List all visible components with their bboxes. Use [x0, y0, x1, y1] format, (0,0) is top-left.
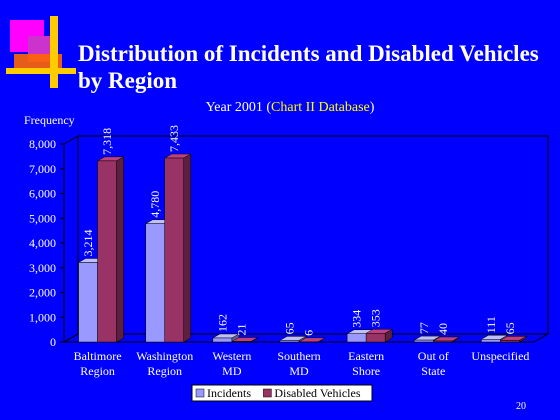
- bar: [432, 336, 461, 343]
- bar-front: [414, 339, 434, 343]
- legend-swatch: [195, 388, 205, 398]
- x-tick-label: Out of: [418, 349, 449, 363]
- x-tick-label: MD: [222, 364, 242, 378]
- subtitle-suffix: ): [370, 100, 375, 115]
- bar-front: [78, 262, 98, 343]
- bar-front: [433, 340, 453, 343]
- y-tick-label: 1,000: [29, 310, 56, 324]
- x-tick-label: Unspecified: [471, 349, 529, 363]
- subtitle-prefix: Year 2001 (: [206, 100, 272, 115]
- bar-front: [481, 339, 501, 343]
- data-label: 4,780: [148, 191, 162, 218]
- data-label: 7,318: [100, 128, 114, 155]
- x-tick-label: MD: [289, 364, 309, 378]
- y-tick-label: 8,000: [29, 137, 56, 151]
- y-tick-label: 5,000: [29, 211, 56, 225]
- bar-front: [97, 160, 117, 343]
- data-label: 334: [350, 310, 364, 328]
- chart-axes: [60, 135, 550, 343]
- data-label: 353: [369, 309, 383, 327]
- chart-subtitle: Year 2001 (Chart II Database): [206, 100, 375, 115]
- logo-horizontal-bar: [6, 68, 76, 74]
- bar: [499, 335, 528, 343]
- data-label: 40: [436, 323, 450, 335]
- data-label: 21: [234, 323, 248, 335]
- bar: [96, 156, 125, 343]
- data-label: 65: [503, 322, 517, 334]
- bar-front: [164, 157, 184, 343]
- y-tick-label: 6,000: [29, 187, 56, 201]
- side-wall: [63, 135, 79, 343]
- x-tick-label: Southern: [277, 349, 320, 363]
- y-axis-label: Frequency: [24, 113, 75, 127]
- bar-front: [500, 340, 520, 343]
- data-label: 7,433: [167, 125, 181, 152]
- slide-logo: [6, 16, 76, 88]
- bar-side: [116, 156, 124, 343]
- x-tick-label: Washington: [136, 349, 193, 363]
- data-label: 111: [484, 316, 498, 333]
- bar-front: [279, 340, 300, 343]
- x-tick-label: Region: [147, 364, 182, 378]
- x-tick-label: Baltimore: [74, 349, 122, 363]
- chart-labels: 0 1,000 2,000 3,000 4,000 5,000 6,000 7,000 8,00…: [24, 100, 529, 402]
- bar-side: [183, 153, 191, 343]
- bar-front: [212, 337, 233, 343]
- legend-label: Incidents: [207, 386, 251, 400]
- data-label: 6: [302, 330, 316, 336]
- bar: [163, 153, 192, 343]
- data-label: 162: [215, 314, 229, 332]
- bar: [298, 337, 326, 343]
- legend-box: [191, 384, 373, 402]
- bar: [365, 328, 394, 343]
- data-label: 65: [283, 322, 297, 334]
- data-label: 3,214: [81, 229, 95, 256]
- x-tick-label: Region: [80, 364, 115, 378]
- x-tick-label: Eastern: [348, 349, 384, 363]
- bar-front: [346, 333, 367, 343]
- bar-front: [231, 341, 252, 343]
- y-tick-label: 7,000: [29, 162, 56, 176]
- x-tick-label: Western: [212, 349, 251, 363]
- y-tick-label: 4,000: [29, 236, 56, 250]
- bar: [230, 337, 259, 343]
- subtitle-highlight: Chart II Database: [271, 100, 370, 115]
- data-label: 77: [417, 322, 431, 334]
- legend-swatch: [263, 388, 272, 398]
- chart-bars: [77, 153, 528, 343]
- x-tick-label: State: [421, 364, 445, 378]
- page-number: 20: [516, 401, 526, 412]
- y-tick-label: 3,000: [29, 261, 56, 275]
- legend-label: Disabled Vehicles: [274, 386, 360, 400]
- bar-front: [145, 223, 165, 343]
- x-tick-label: Shore: [352, 364, 380, 378]
- slide-title: Distribution of Incidents and Disabled V…: [78, 41, 539, 93]
- y-tick-label: 0: [50, 335, 56, 349]
- legend: Incidents Disabled Vehicles: [191, 384, 373, 402]
- bar-front: [298, 341, 319, 343]
- bar-front: [365, 333, 386, 343]
- logo-vertical-bar: [50, 16, 58, 88]
- y-tick-label: 2,000: [29, 286, 56, 300]
